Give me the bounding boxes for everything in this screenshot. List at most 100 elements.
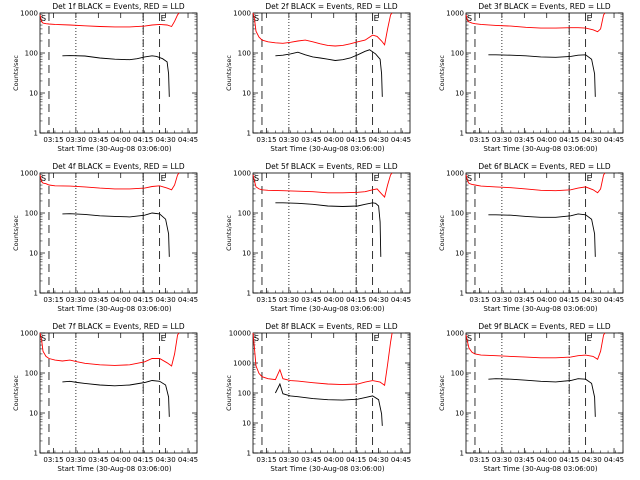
end-marker-label: E — [374, 14, 379, 23]
detector-panel-4: Det 4f BLACK = Events, RED = LLD 1 10 100 10… — [12, 162, 198, 313]
y-tick-label: 10 — [242, 420, 251, 428]
x-tick-label: 03:30 — [492, 136, 512, 144]
x-tick-label: 03:45 — [88, 456, 108, 464]
detector-panel-5: Det 5f BLACK = Events, RED = LLD 1 10 100 10… — [225, 162, 411, 313]
end-marker-label: E — [587, 174, 592, 183]
y-tick-label: 10000 — [229, 330, 251, 338]
x-tick-label: 03:15 — [43, 296, 63, 304]
x-tick-label: 03:30 — [492, 296, 512, 304]
end-marker-label: E — [374, 174, 379, 183]
y-axis-label: Counts/sec — [225, 375, 233, 411]
axes-frame — [465, 12, 624, 134]
x-tick-label: 03:15 — [43, 456, 63, 464]
lld-series-line — [252, 172, 393, 199]
x-tick-label: 03:30 — [66, 456, 86, 464]
y-tick-label: 1 — [34, 290, 38, 298]
detector-panel-3: Det 3f BLACK = Events, RED = LLD 1 10 100 10… — [438, 2, 624, 153]
events-series-line — [488, 213, 596, 257]
x-tick-label: 03:15 — [469, 136, 489, 144]
panel-title: Det 6f BLACK = Events, RED = LLD — [478, 162, 611, 171]
x-tick-label: 03:15 — [256, 456, 276, 464]
y-tick-label: 10 — [29, 250, 38, 258]
x-tick-label: 04:30 — [156, 456, 176, 464]
y-tick-label: 1 — [34, 130, 38, 138]
lld-series-line — [39, 12, 180, 28]
y-tick-label: 1000 — [446, 170, 464, 178]
x-tick-label: 04:00 — [324, 136, 344, 144]
y-tick-label: 1000 — [233, 10, 251, 18]
x-tick-label: 03:15 — [469, 296, 489, 304]
y-axis-label: Counts/sec — [12, 215, 20, 251]
y-tick-label: 100 — [238, 210, 251, 218]
y-tick-label: 1000 — [446, 330, 464, 338]
x-tick-label: 03:45 — [514, 136, 534, 144]
end-marker-label: E — [161, 14, 166, 23]
x-tick-label: 03:15 — [469, 456, 489, 464]
x-tick-label: 04:45 — [178, 136, 198, 144]
y-axis-label: Counts/sec — [12, 375, 20, 411]
x-tick-label: 04:00 — [111, 136, 131, 144]
x-tick-label: 03:45 — [514, 296, 534, 304]
y-tick-label: 1000 — [20, 10, 38, 18]
x-tick-label: 04:30 — [156, 296, 176, 304]
lld-series-line — [39, 332, 180, 367]
y-tick-label: 10 — [455, 250, 464, 258]
x-tick-label: 03:15 — [256, 136, 276, 144]
events-series-line — [275, 202, 382, 257]
y-tick-label: 1000 — [233, 170, 251, 178]
y-axis-label: Counts/sec — [438, 55, 446, 91]
x-axis-label: Start Time (30-Aug-08 03:06:00) — [57, 465, 171, 473]
events-series-line — [275, 49, 383, 97]
x-tick-label: 03:30 — [279, 296, 299, 304]
y-axis-label: Counts/sec — [12, 55, 20, 91]
x-tick-label: 04:45 — [604, 456, 624, 464]
x-tick-label: 04:15 — [559, 296, 579, 304]
y-tick-label: 10 — [29, 90, 38, 98]
events-series-line — [62, 55, 170, 97]
x-tick-label: 04:15 — [133, 296, 153, 304]
x-tick-label: 04:45 — [178, 296, 198, 304]
x-axis-label: Start Time (30-Aug-08 03:06:00) — [270, 145, 384, 153]
y-tick-label: 1 — [247, 450, 251, 458]
y-tick-label: 100 — [451, 50, 464, 58]
lld-series-line — [465, 172, 606, 194]
x-tick-label: 04:45 — [391, 136, 411, 144]
panel-title: Det 2f BLACK = Events, RED = LLD — [265, 2, 398, 11]
x-tick-label: 04:15 — [133, 456, 153, 464]
start-marker-label: S — [467, 334, 472, 343]
y-tick-label: 1 — [247, 290, 251, 298]
x-tick-label: 04:45 — [391, 456, 411, 464]
axes-frame — [39, 172, 198, 294]
x-axis-label: Start Time (30-Aug-08 03:06:00) — [483, 305, 597, 313]
events-series-line — [274, 382, 383, 426]
y-tick-label: 10 — [242, 250, 251, 258]
x-tick-label: 03:30 — [279, 136, 299, 144]
x-tick-label: 04:00 — [537, 456, 557, 464]
events-series-line — [488, 378, 596, 417]
events-series-line — [62, 380, 170, 417]
x-tick-label: 03:30 — [66, 296, 86, 304]
x-tick-label: 04:15 — [133, 136, 153, 144]
x-tick-label: 04:45 — [178, 456, 198, 464]
y-tick-label: 10 — [242, 90, 251, 98]
y-tick-label: 100 — [25, 370, 38, 378]
x-tick-label: 03:45 — [301, 296, 321, 304]
y-tick-label: 1 — [460, 450, 464, 458]
x-tick-label: 04:30 — [582, 456, 602, 464]
x-axis-label: Start Time (30-Aug-08 03:06:00) — [57, 305, 171, 313]
x-tick-label: 03:45 — [301, 456, 321, 464]
x-tick-label: 03:30 — [492, 456, 512, 464]
end-marker-label: E — [161, 174, 166, 183]
detector-panel-2: Det 2f BLACK = Events, RED = LLD 1 10 100 10… — [225, 2, 411, 153]
y-tick-label: 100 — [238, 390, 251, 398]
panel-title: Det 1f BLACK = Events, RED = LLD — [52, 2, 185, 11]
x-tick-label: 04:15 — [346, 456, 366, 464]
x-axis-label: Start Time (30-Aug-08 03:06:00) — [483, 145, 597, 153]
x-tick-label: 03:15 — [256, 296, 276, 304]
start-marker-label: S — [467, 174, 472, 183]
x-tick-label: 03:45 — [514, 456, 534, 464]
axes-frame — [465, 172, 624, 294]
x-tick-label: 04:00 — [111, 296, 131, 304]
start-marker-label: S — [467, 14, 472, 23]
detector-panel-8: Det 8f BLACK = Events, RED = LLD 1 10 100 10… — [225, 322, 411, 473]
